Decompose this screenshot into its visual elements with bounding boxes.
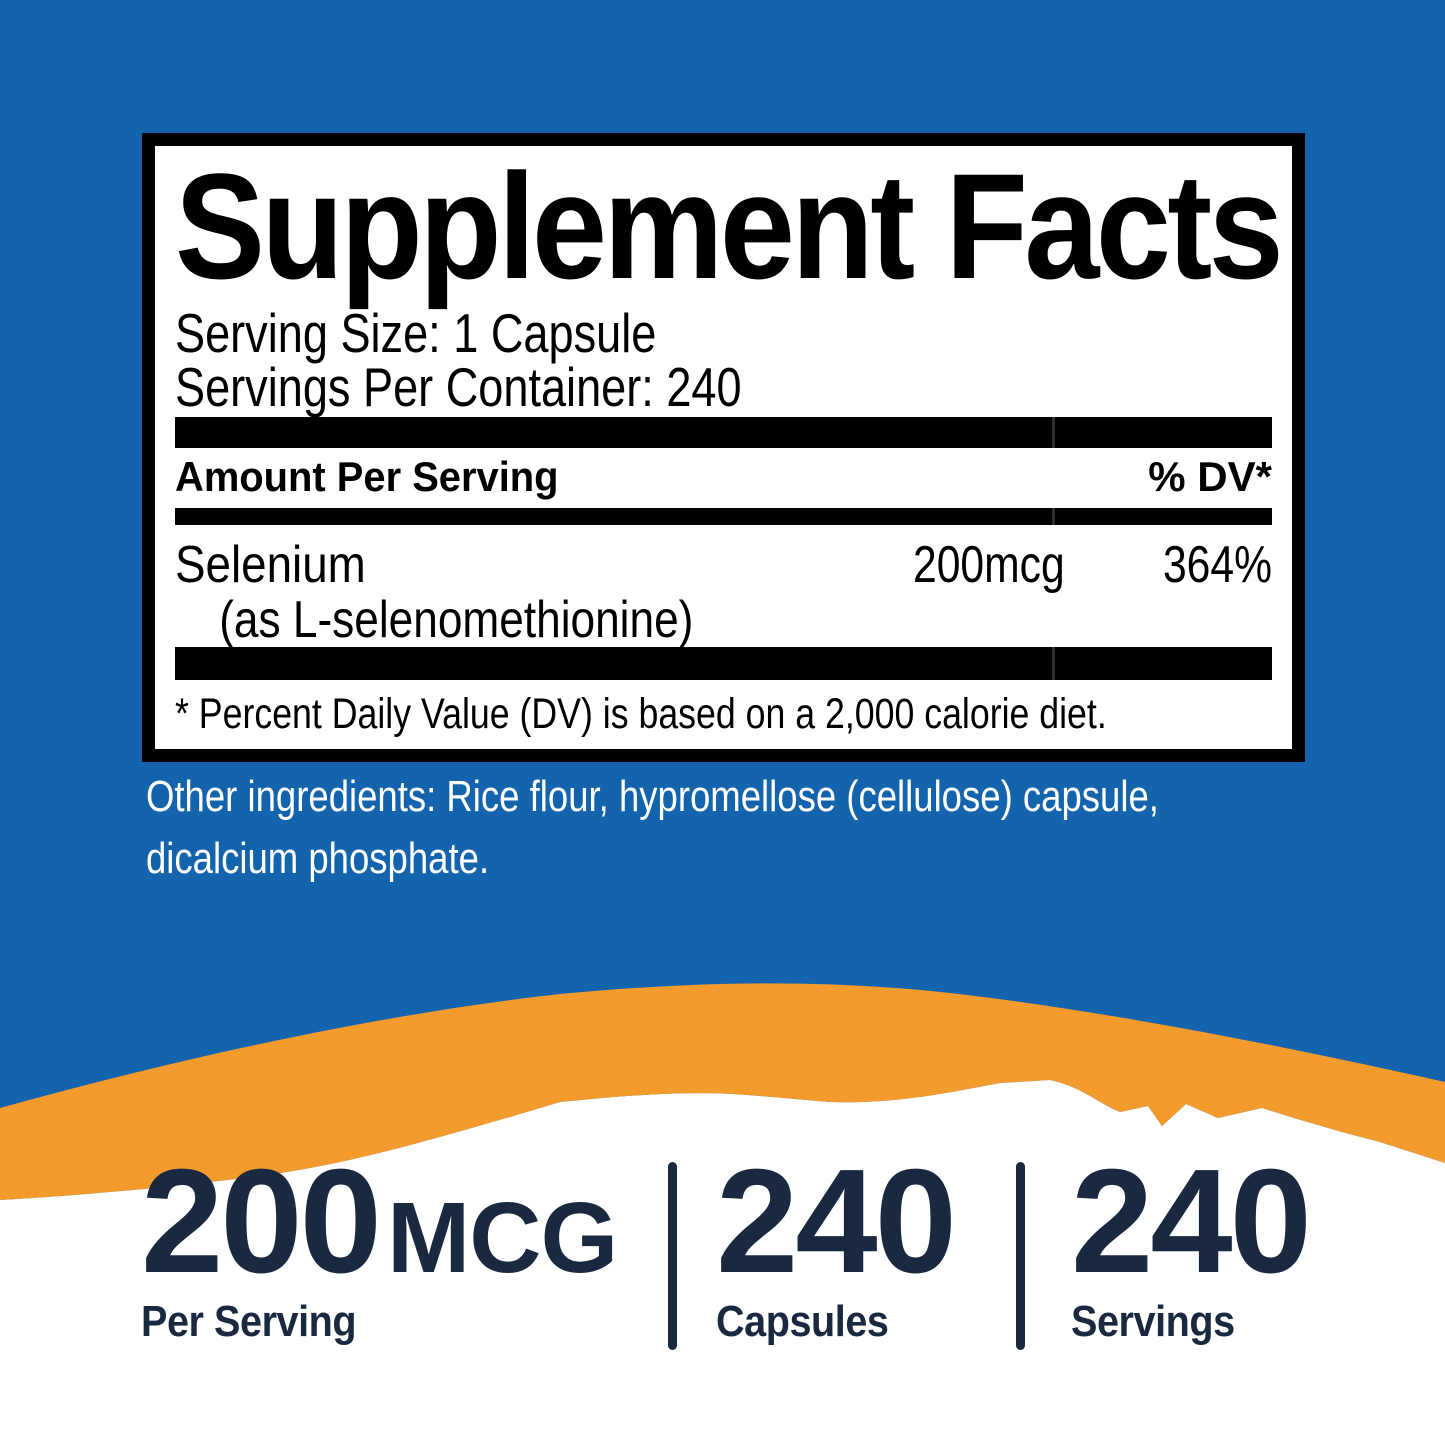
other-ingredients-line1: Other ingredients: Rice flour, hypromell… <box>146 772 1159 821</box>
stat-capsules-label: Capsules <box>716 1297 889 1346</box>
table-header-row: Amount Per Serving % DV* <box>175 454 1272 500</box>
supplement-facts-panel: Supplement Facts Serving Size: 1 Capsule… <box>142 133 1305 762</box>
stat-capsules: 240 Capsules <box>716 1148 1046 1358</box>
daily-value-footnote: * Percent Daily Value (DV) is based on a… <box>175 690 1107 738</box>
divider-bar-thin <box>175 508 1272 525</box>
stat-capsules-value: 240 <box>716 1139 957 1304</box>
supplement-facts-content: Supplement Facts Serving Size: 1 Capsule… <box>155 146 1292 749</box>
other-ingredients: Other ingredients: Rice flour, hypromell… <box>146 766 1159 890</box>
orange-swoosh <box>0 983 1445 1200</box>
divider-bar-thick-bottom <box>175 647 1272 680</box>
stat-servings-value: 240 <box>1071 1139 1312 1304</box>
nutrient-name: Selenium <box>175 536 366 594</box>
stats-divider-2 <box>1016 1162 1025 1350</box>
serving-info: Serving Size: 1 Capsule Servings Per Con… <box>175 302 1075 418</box>
stat-per-serving-value-row: 200 MCG <box>141 1139 618 1304</box>
panel-title: Supplement Facts <box>175 142 1284 310</box>
stat-servings: 240 Servings <box>1071 1148 1401 1358</box>
stat-per-serving-value: 200 <box>141 1139 382 1304</box>
amount-per-serving-header: Amount Per Serving <box>175 453 559 500</box>
stat-servings-label: Servings <box>1071 1297 1235 1346</box>
stat-per-serving-unit: MCG <box>386 1182 618 1294</box>
stat-per-serving: 200 MCG Per Serving <box>141 1148 661 1358</box>
nutrient-form: (as L-selenomethionine) <box>219 591 694 649</box>
nutrient-daily-value: 364% <box>1162 536 1272 594</box>
stat-capsules-value-row: 240 <box>716 1139 957 1304</box>
servings-per-container: Servings Per Container: 240 <box>175 356 742 418</box>
serving-size: Serving Size: 1 Capsule <box>175 302 657 364</box>
white-lower-area <box>0 1080 1445 1445</box>
nutrient-row: Selenium 200mcg 364% <box>175 537 1272 593</box>
stats-divider-1 <box>668 1162 677 1350</box>
percent-dv-header: % DV* <box>1148 453 1272 500</box>
other-ingredients-line2: dicalcium phosphate. <box>146 834 490 883</box>
nutrient-amount: 200mcg <box>913 536 1065 594</box>
divider-bar-thick-top <box>175 417 1272 448</box>
stat-servings-value-row: 240 <box>1071 1139 1312 1304</box>
stat-per-serving-label: Per Serving <box>141 1297 357 1346</box>
